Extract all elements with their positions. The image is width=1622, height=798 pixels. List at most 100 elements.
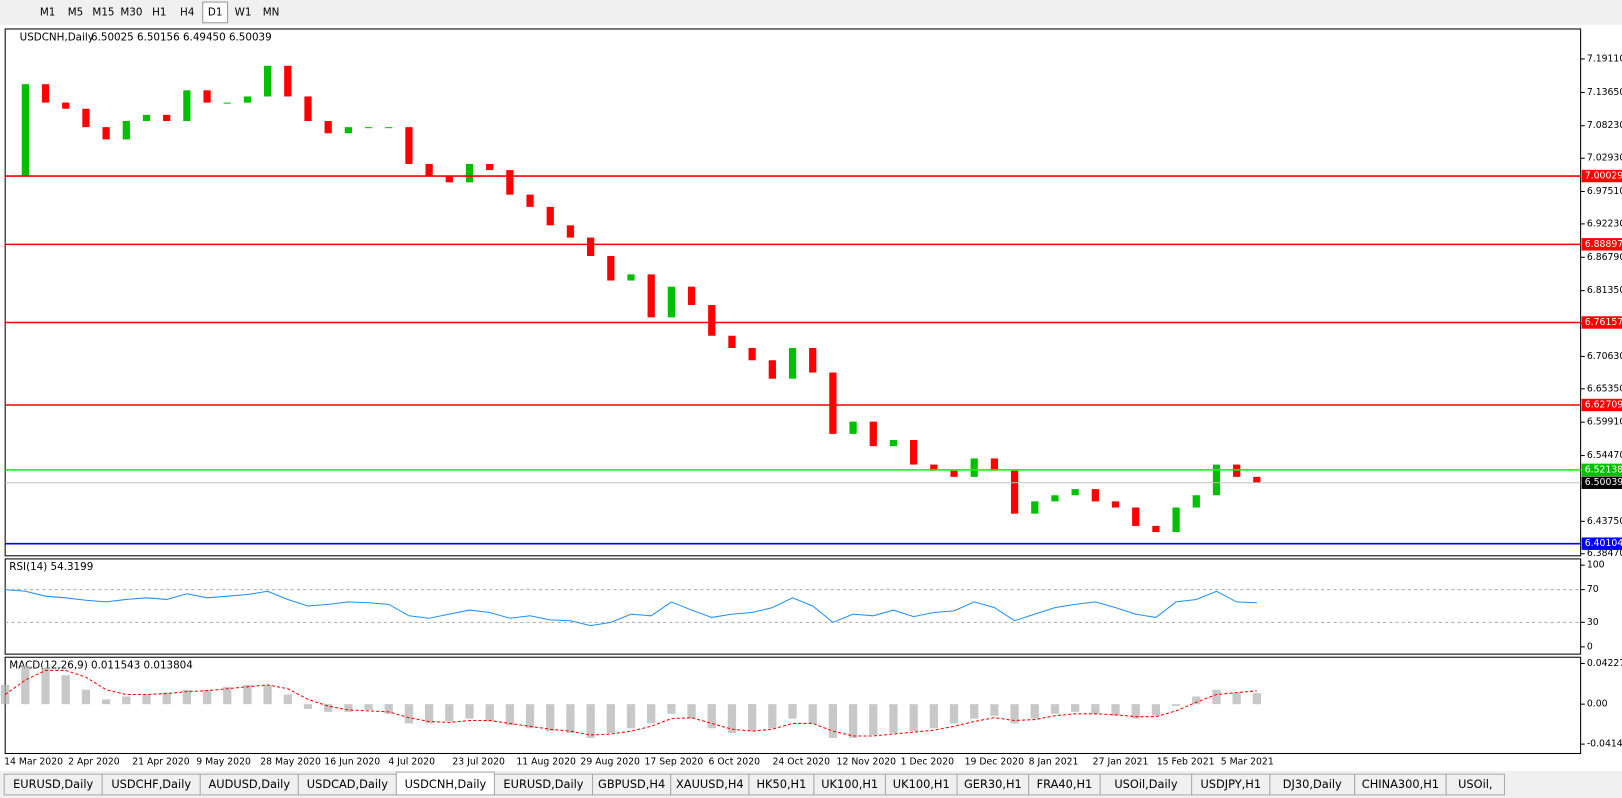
histogram-bar (546, 704, 555, 732)
rsi-line (5, 589, 1257, 627)
level-label: 7.00029 (1585, 171, 1622, 182)
signal-line (4, 669, 1257, 737)
candle (102, 127, 110, 140)
timeframe-button[interactable] (230, 2, 256, 23)
tab-label: EURUSD,Daily (503, 777, 583, 791)
tab-label: EURUSD,Daily (13, 777, 93, 791)
histogram-bar (344, 704, 353, 712)
timeframe-button[interactable] (146, 2, 172, 23)
candle (203, 90, 211, 103)
y-tick-label: 7.19110 (1587, 53, 1622, 64)
date-label: 12 Nov 2020 (837, 756, 897, 767)
panel-title: USDCNH,Daily (20, 31, 94, 43)
candle (788, 348, 797, 379)
timeframe-button[interactable] (91, 2, 116, 23)
histogram-bar (929, 704, 938, 729)
candle (930, 464, 938, 471)
rsi-panel (4, 558, 1582, 655)
timeframe-button[interactable] (63, 2, 88, 23)
candle (647, 274, 655, 318)
candle (667, 286, 676, 318)
candle (82, 108, 90, 128)
tab-label: USOil, (1458, 777, 1492, 791)
histogram-bar (101, 699, 111, 705)
candle (506, 170, 514, 195)
histogram-bar (707, 704, 716, 729)
candle (21, 84, 29, 177)
timeframe-button[interactable] (258, 2, 284, 23)
tab-label: HK50,H1 (756, 777, 806, 791)
histogram-bar (21, 665, 30, 705)
candle (990, 458, 999, 471)
y-tick-label: 6.86790 (1587, 252, 1622, 263)
histogram-bar (1091, 704, 1100, 714)
histogram-bar (223, 686, 232, 705)
histogram-bar (243, 684, 252, 705)
tab[interactable] (1445, 773, 1506, 796)
histogram-bar (263, 684, 272, 705)
histogram-bar (162, 692, 171, 705)
tab-label: USDCAD,Daily (307, 777, 388, 791)
timeframe-label: D1 (208, 6, 223, 18)
histogram-bar (788, 704, 797, 719)
candle (1253, 476, 1261, 483)
timeframe-button[interactable] (118, 2, 144, 23)
candle (566, 225, 575, 238)
candle (889, 440, 898, 447)
histogram-bar (1232, 692, 1241, 705)
y-tick-label: 6.43750 (1587, 516, 1622, 527)
candle (425, 163, 433, 177)
date-label: 9 May 2020 (196, 756, 251, 767)
date-label: 4 Jul 2020 (388, 756, 435, 767)
date-label: 24 Oct 2020 (773, 756, 831, 767)
histogram-bar (909, 704, 918, 732)
candle (405, 127, 413, 164)
y-tick-label: -0.04148 (1587, 739, 1622, 750)
panel-title: RSI(14) 54.3199 (9, 561, 93, 573)
candle (385, 127, 393, 129)
histogram-bar (808, 704, 817, 724)
y-tick-label: 30 (1587, 617, 1599, 628)
y-tick-label: 6.70630 (1587, 351, 1622, 362)
candle (183, 90, 191, 122)
date-label: 6 Oct 2020 (708, 756, 760, 767)
timeframe-button[interactable] (202, 1, 229, 24)
candle (486, 163, 494, 171)
histogram-bar (869, 704, 878, 735)
date-label: 23 Jul 2020 (452, 756, 505, 767)
tab-label: USDCNH,Daily (405, 777, 487, 791)
candle (627, 274, 635, 281)
candle (1031, 501, 1039, 514)
candle (1051, 495, 1059, 502)
tab-label: FRA40,H1 (1037, 777, 1093, 791)
date-label: 11 Aug 2020 (516, 756, 576, 767)
y-tick-label: 6.54470 (1587, 450, 1622, 461)
histogram-bar (828, 704, 838, 738)
histogram-bar (1171, 704, 1181, 707)
date-label: 17 Sep 2020 (644, 756, 703, 767)
timeframe-button[interactable] (35, 2, 60, 23)
histogram-bar (324, 704, 333, 712)
tab-label: USDCHF,Daily (111, 777, 191, 791)
timeframe-label: H1 (152, 6, 166, 18)
candle (304, 96, 312, 122)
histogram-bar (1050, 704, 1060, 714)
histogram-bar (949, 704, 959, 724)
histogram-bar (505, 704, 515, 726)
candle (768, 360, 776, 379)
y-tick-label: 7.02930 (1587, 153, 1622, 164)
timeframe-button[interactable] (174, 2, 200, 23)
histogram-bar (566, 704, 575, 734)
level-label: 6.88897 (1585, 239, 1622, 250)
candle (910, 440, 918, 465)
candle (950, 470, 958, 477)
histogram-bar (1212, 689, 1221, 705)
price-panel (4, 28, 1582, 557)
level-label: 6.50039 (1585, 477, 1622, 488)
tab-label: UK100,H1 (893, 777, 950, 791)
histogram-bar (1010, 704, 1019, 724)
histogram-bar (747, 704, 757, 732)
candle (1132, 507, 1140, 526)
histogram-bar (727, 704, 737, 734)
histogram-bar (1071, 704, 1080, 712)
